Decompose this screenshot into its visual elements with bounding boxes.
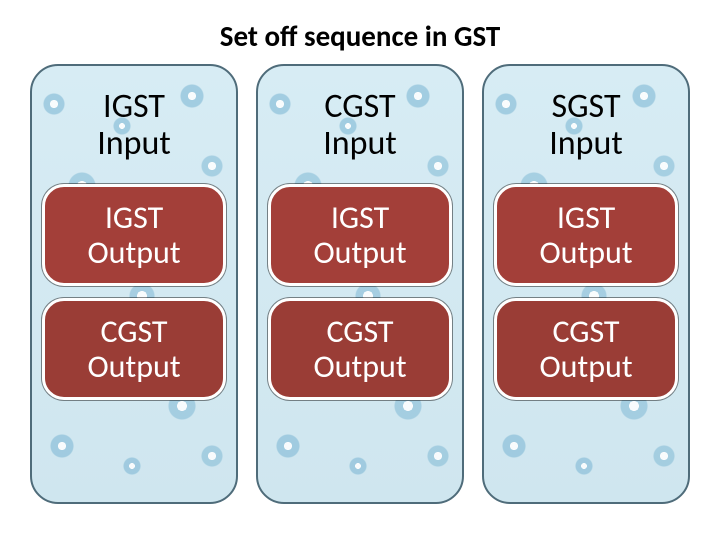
cell-line1: CGST <box>100 314 167 349</box>
page-title: Set off sequence in GST <box>0 0 720 64</box>
output-cell: CGST Output <box>42 298 226 400</box>
header-line2: Input <box>97 125 171 162</box>
cell-line1: CGST <box>552 314 619 349</box>
header-line1: CGST <box>324 88 395 125</box>
header-line2: Input <box>323 125 397 162</box>
cell-line1: IGST <box>557 200 615 235</box>
column-header: SGST Input <box>490 74 682 172</box>
column-header: IGST Input <box>38 74 230 172</box>
cell-line2: Output <box>87 235 180 270</box>
column-cgst: CGST Input IGST Output CGST Output <box>256 64 464 504</box>
header-line1: SGST <box>551 88 620 125</box>
cell-line1: CGST <box>326 314 393 349</box>
cell-line2: Output <box>539 349 632 384</box>
output-cell: IGST Output <box>42 184 226 286</box>
cell-line2: Output <box>539 235 632 270</box>
column-sgst: SGST Input IGST Output CGST Output <box>482 64 690 504</box>
output-cell: CGST Output <box>494 298 678 400</box>
column-igst: IGST Input IGST Output CGST Output <box>30 64 238 504</box>
cell-line2: Output <box>313 235 406 270</box>
column-header: CGST Input <box>264 74 456 172</box>
output-cell: CGST Output <box>268 298 452 400</box>
header-line1: IGST <box>103 88 165 125</box>
columns-container: IGST Input IGST Output CGST Output CGST … <box>0 64 720 504</box>
cell-line2: Output <box>87 349 180 384</box>
cell-line1: IGST <box>105 200 163 235</box>
output-cell: IGST Output <box>268 184 452 286</box>
output-cell: IGST Output <box>494 184 678 286</box>
header-line2: Input <box>549 125 623 162</box>
cell-line2: Output <box>313 349 406 384</box>
cell-line1: IGST <box>331 200 389 235</box>
